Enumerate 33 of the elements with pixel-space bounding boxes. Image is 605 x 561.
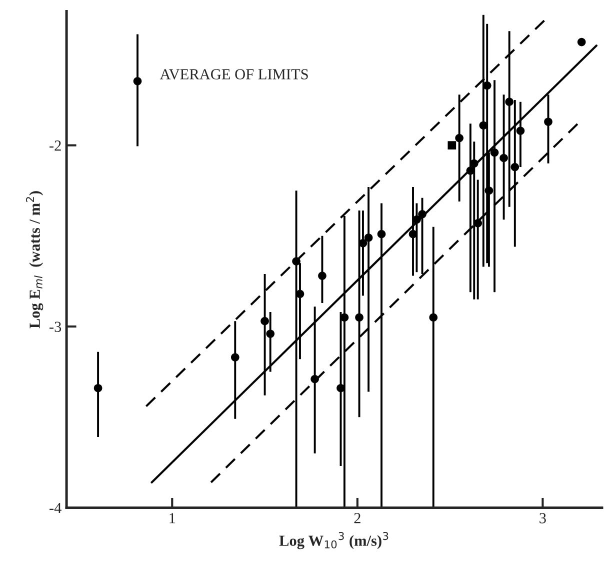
point	[544, 118, 552, 126]
point	[377, 230, 386, 238]
point	[355, 313, 364, 322]
x-tick-label: 1	[170, 513, 176, 524]
point	[292, 257, 300, 266]
point	[94, 384, 102, 392]
point	[455, 134, 464, 142]
y-axis-title: Log E$_{ml}$ (watts / m$^{2}$)	[26, 191, 44, 328]
x-tick-label: 2	[354, 513, 360, 524]
y-tick-label: -3	[50, 322, 62, 332]
point	[412, 215, 421, 224]
point	[364, 234, 373, 242]
point	[310, 374, 319, 384]
point	[510, 162, 520, 172]
point	[266, 330, 275, 338]
point	[429, 313, 438, 322]
point	[505, 98, 514, 106]
series-label: AVERAGE OF LIMITS	[160, 69, 308, 80]
point	[484, 186, 494, 195]
y-tick-label: -4	[50, 502, 62, 514]
point	[318, 272, 326, 280]
point	[500, 154, 508, 162]
x-tick-label: 3	[540, 513, 546, 524]
y-tick-label: -2	[50, 140, 61, 151]
point	[577, 38, 586, 46]
point	[230, 353, 240, 362]
point	[448, 141, 456, 150]
point	[260, 316, 269, 326]
point	[418, 210, 426, 218]
point	[516, 126, 525, 135]
point	[133, 76, 142, 86]
point	[490, 148, 499, 157]
x-axis-title: Log W$_{10}$$^{3}$ (m/s)$^{3}$	[279, 532, 388, 550]
